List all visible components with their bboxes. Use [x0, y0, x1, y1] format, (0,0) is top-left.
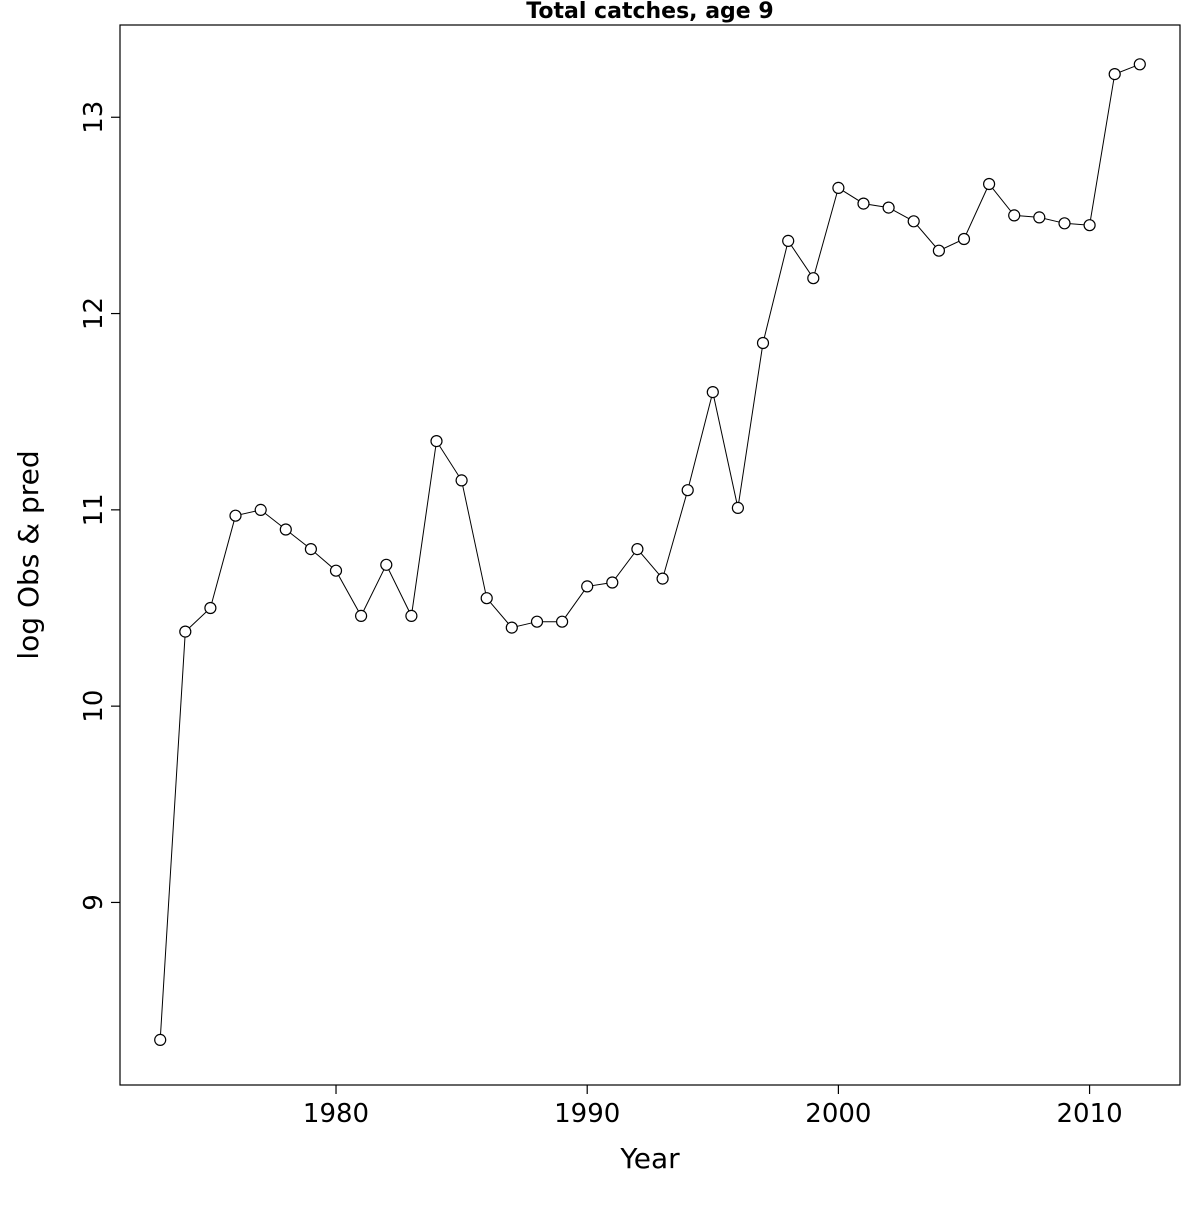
y-tick-label: 12	[79, 297, 109, 330]
chart-title: Total catches, age 9	[526, 0, 773, 24]
data-point	[631, 542, 644, 556]
data-point	[982, 177, 996, 191]
axis-ticks: 1980 1990 2000 2010 9 10 11 12 13	[79, 101, 1123, 1129]
data-point	[405, 609, 418, 623]
data-point	[229, 509, 242, 522]
data-point	[782, 234, 795, 247]
y-tick-label: 10	[79, 690, 109, 723]
data-point	[204, 601, 217, 615]
data-point	[882, 201, 895, 214]
data-point	[505, 621, 518, 634]
data-point	[254, 503, 267, 516]
data-point	[606, 576, 619, 589]
y-tick-label: 11	[79, 493, 109, 526]
data-point	[279, 523, 292, 536]
data-point	[807, 272, 820, 285]
data-point	[179, 625, 192, 638]
y-axis-label: log Obs & pred	[12, 450, 45, 659]
x-tick-label: 1980	[303, 1099, 369, 1129]
data-point	[857, 197, 870, 210]
data-point	[530, 615, 544, 628]
data-point	[1133, 58, 1146, 71]
data-point	[1033, 211, 1046, 224]
data-point	[455, 474, 468, 487]
data-point	[756, 336, 770, 350]
data-point	[480, 592, 493, 605]
data-point	[304, 542, 317, 556]
data-point	[1058, 217, 1071, 230]
x-tick-label: 1990	[554, 1099, 620, 1129]
data-point	[681, 484, 694, 497]
series	[154, 58, 1146, 1047]
x-tick-label: 2010	[1056, 1099, 1122, 1129]
data-point	[380, 558, 393, 571]
plot-border	[119, 24, 1181, 1086]
data-point	[731, 501, 745, 514]
data-point	[355, 609, 368, 623]
data-point	[1108, 67, 1121, 81]
data-point	[1008, 209, 1021, 222]
data-point	[581, 580, 594, 593]
data-point	[656, 572, 669, 585]
data-point	[957, 232, 971, 246]
data-point	[932, 244, 946, 257]
data-point	[907, 215, 920, 228]
y-tick-label: 13	[79, 101, 109, 134]
x-axis-label: Year	[619, 1142, 680, 1175]
data-point	[706, 386, 719, 399]
x-tick-label: 2000	[805, 1099, 871, 1129]
data-point	[430, 435, 443, 448]
y-tick-label: 9	[79, 894, 109, 911]
data-point	[154, 1033, 167, 1047]
series-line	[159, 63, 1140, 1040]
data-point	[329, 564, 343, 577]
data-point	[555, 615, 569, 628]
data-point	[1083, 219, 1096, 232]
data-point	[832, 181, 845, 194]
